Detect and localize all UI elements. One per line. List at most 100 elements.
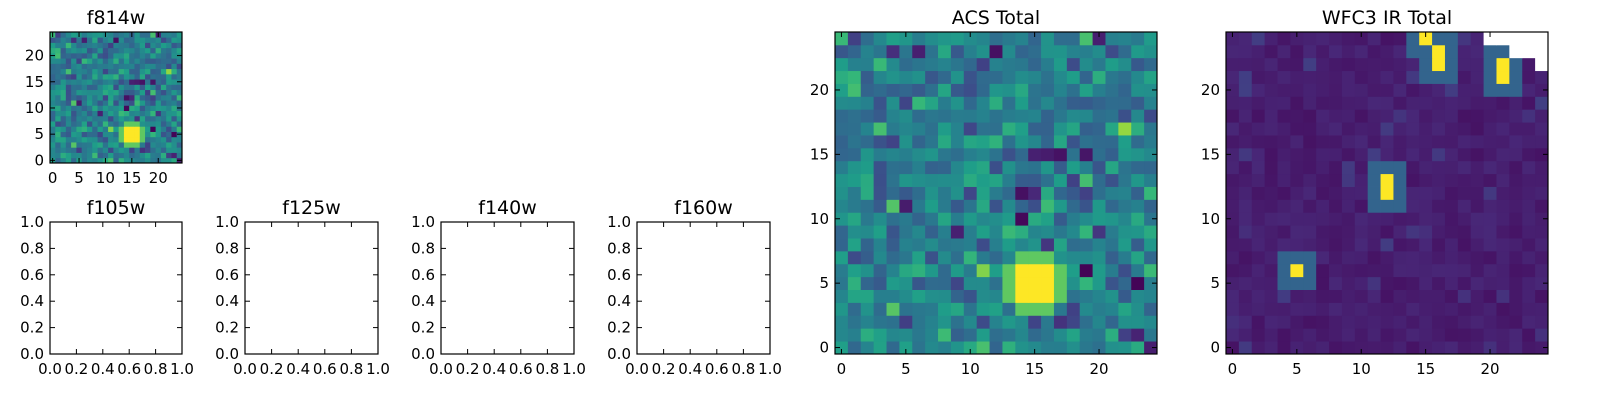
- heatmap-cell: [1028, 289, 1042, 303]
- heatmap-cell: [1290, 315, 1304, 329]
- heatmap-cell: [1105, 32, 1119, 46]
- heatmap-cell: [1329, 173, 1343, 187]
- axes-frame: [636, 221, 771, 355]
- heatmap-cell: [1264, 32, 1278, 46]
- heatmap-cell: [1238, 96, 1253, 110]
- heatmap-cell: [1092, 122, 1106, 136]
- heatmap-cell: [129, 142, 135, 148]
- heatmap-cell: [1406, 70, 1420, 84]
- heatmap-cell: [1277, 289, 1291, 303]
- heatmap-cell: [1444, 186, 1459, 200]
- heatmap-cell: [1470, 173, 1484, 187]
- heatmap-cell: [1144, 160, 1158, 175]
- heatmap-cell: [50, 63, 56, 70]
- heatmap-cell: [118, 110, 125, 117]
- heatmap-cell: [1092, 276, 1106, 290]
- heatmap-cell: [1079, 212, 1093, 226]
- heatmap-cell: [860, 263, 875, 278]
- heatmap-cell: [65, 115, 72, 122]
- heatmap-cell: [950, 96, 965, 110]
- heatmap-cell: [1329, 70, 1343, 84]
- heatmap-cell: [950, 83, 965, 97]
- heatmap-cell: [102, 63, 109, 70]
- heatmap-cell: [1226, 341, 1240, 355]
- heatmap-cell: [1053, 147, 1068, 162]
- heatmap-cell: [1041, 225, 1055, 239]
- heatmap-cell: [97, 63, 104, 70]
- heatmap-cell: [55, 131, 61, 138]
- heatmap-cell: [123, 110, 130, 117]
- heatmap-cell: [1238, 83, 1253, 97]
- heatmap-cell: [1380, 341, 1394, 355]
- heatmap-cell: [873, 225, 887, 239]
- heatmap-cell: [108, 47, 114, 54]
- heatmap-cell: [847, 315, 862, 329]
- heatmap-cell: [989, 238, 1003, 252]
- heatmap-cell: [1028, 276, 1042, 290]
- heatmap-cell: [1053, 109, 1068, 123]
- heatmap-cell: [873, 32, 887, 46]
- heatmap-cell: [860, 135, 875, 149]
- heatmap-cell: [92, 142, 98, 148]
- heatmap-cell: [81, 157, 88, 164]
- heatmap-cell: [1393, 96, 1407, 110]
- heatmap-cell: [65, 68, 72, 75]
- heatmap-cell: [1329, 250, 1343, 265]
- heatmap-cell: [1092, 199, 1106, 213]
- heatmap-cell: [899, 212, 913, 226]
- heatmap-cell: [950, 199, 965, 213]
- heatmap-cell: [1264, 315, 1278, 329]
- heatmap-cell: [171, 68, 178, 75]
- heatmap-cell: [1380, 328, 1394, 342]
- heatmap-cell: [102, 89, 109, 96]
- heatmap-cell: [97, 131, 104, 138]
- heatmap-cell: [176, 136, 183, 143]
- heatmap-cell: [925, 122, 939, 136]
- heatmap-cell: [97, 79, 104, 85]
- heatmap-cell: [950, 70, 965, 84]
- heatmap-cell: [912, 341, 926, 355]
- heatmap-cell: [1341, 109, 1356, 123]
- heatmap-cell: [176, 89, 183, 96]
- heatmap-cell: [1341, 57, 1356, 72]
- heatmap-cell: [55, 147, 61, 153]
- heatmap-cell: [1028, 32, 1042, 46]
- heatmap-cell: [55, 52, 61, 59]
- heatmap-cell: [86, 42, 93, 49]
- heatmap-cell: [1316, 199, 1330, 213]
- heatmap-cell: [989, 135, 1003, 149]
- heatmap-cell: [1002, 32, 1016, 46]
- heatmap-cell: [886, 250, 900, 265]
- heatmap-cell: [886, 109, 900, 123]
- heatmap-cell: [145, 152, 151, 159]
- heatmap-cell: [97, 115, 104, 122]
- heatmap-cell: [976, 160, 990, 175]
- heatmap-cell: [1105, 83, 1119, 97]
- heatmap-cell: [1144, 263, 1158, 278]
- heatmap-cell: [92, 126, 98, 132]
- heatmap-cell: [1290, 186, 1304, 200]
- heatmap-cell: [1092, 263, 1106, 278]
- heatmap-cell: [86, 152, 93, 159]
- heatmap-cell: [847, 289, 862, 303]
- heatmap-cell: [1419, 135, 1433, 149]
- heatmap-cell: [1496, 57, 1510, 72]
- heatmap-cell: [1226, 122, 1240, 136]
- x-tick-label: 0.6: [705, 360, 729, 378]
- heatmap-cell: [60, 42, 67, 49]
- heatmap-cell: [912, 57, 926, 72]
- heatmap-cell: [1290, 44, 1304, 59]
- heatmap-cell: [835, 96, 849, 110]
- heatmap-cell: [899, 109, 913, 123]
- heatmap-cell: [150, 110, 156, 117]
- heatmap-cell: [912, 250, 926, 265]
- heatmap: [1226, 32, 1549, 355]
- heatmap-cell: [139, 152, 146, 159]
- heatmap-cell: [835, 276, 849, 290]
- heatmap-cell: [1002, 96, 1016, 110]
- heatmap-cell: [155, 105, 162, 111]
- heatmap-cell: [139, 89, 146, 96]
- heatmap-cell: [938, 173, 952, 187]
